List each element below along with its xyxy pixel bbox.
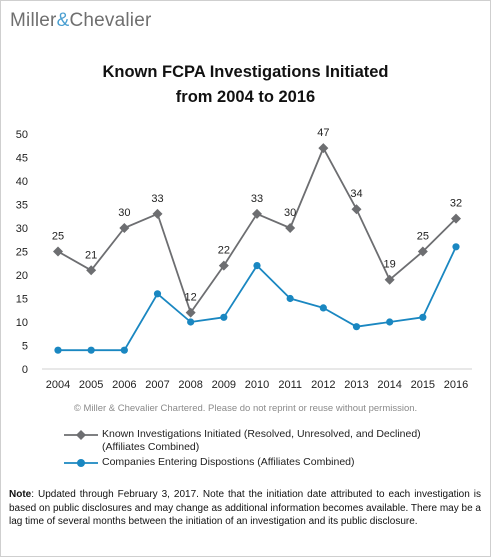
chart-title: Known FCPA Investigations Initiated from… <box>0 60 491 110</box>
data-point-circle <box>452 243 460 251</box>
data-label: 19 <box>384 259 396 271</box>
x-tick-label: 2016 <box>444 379 468 391</box>
data-point-diamond <box>152 208 163 219</box>
y-tick-label: 20 <box>16 270 28 282</box>
data-point-diamond <box>218 260 229 271</box>
x-tick-label: 2014 <box>377 379 401 391</box>
x-tick-label: 2005 <box>79 379 103 391</box>
legend-item-dispositions: Companies Entering Dispostions (Affiliat… <box>64 456 484 470</box>
x-tick-label: 2004 <box>46 379 70 391</box>
data-label: 33 <box>151 193 163 205</box>
data-label: 25 <box>417 231 429 243</box>
x-tick-label: 2009 <box>212 379 236 391</box>
data-label: 47 <box>317 127 329 139</box>
data-label: 33 <box>251 193 263 205</box>
legend-swatch-diamond <box>64 430 98 440</box>
data-point-circle <box>153 290 162 298</box>
x-tick-label: 2015 <box>411 379 435 391</box>
series-line-1 <box>57 147 457 314</box>
y-tick-label: 5 <box>22 341 28 353</box>
data-point-diamond <box>451 213 461 224</box>
x-tick-label: 2013 <box>344 379 368 391</box>
y-tick-label: 10 <box>16 317 28 329</box>
legend-item-investigations: Known Investigations Initiated (Resolved… <box>64 428 484 454</box>
y-tick-label: 35 <box>16 200 28 212</box>
data-point-diamond <box>285 223 296 233</box>
data-point-diamond <box>417 246 428 257</box>
data-point-diamond <box>185 307 196 318</box>
copyright-notice: © Miller & Chevalier Chartered. Please d… <box>73 403 418 414</box>
data-label: 32 <box>450 198 462 210</box>
x-tick-label: 2012 <box>311 379 335 391</box>
footnote-label: Note <box>9 489 32 500</box>
y-tick-label: 0 <box>22 364 28 376</box>
data-point-circle <box>419 313 427 321</box>
data-point-circle <box>87 346 95 354</box>
data-point-circle <box>319 304 327 312</box>
data-label: 34 <box>350 188 362 200</box>
data-point-circle <box>253 262 261 270</box>
y-tick-label: 50 <box>16 129 28 141</box>
y-tick-label: 25 <box>16 247 28 259</box>
y-tick-label: 40 <box>16 176 28 188</box>
legend-swatch-circle <box>64 459 98 467</box>
data-point-circle <box>54 346 62 354</box>
data-point-diamond <box>53 246 63 257</box>
data-point-circle <box>352 323 361 331</box>
data-label: 30 <box>284 207 296 219</box>
data-point-circle <box>120 346 128 354</box>
data-point-diamond <box>86 265 97 276</box>
footnote-text: : Updated through February 3, 2017. Note… <box>9 489 481 528</box>
legend-label-dispositions: Companies Entering Dispostions (Affiliat… <box>102 456 355 468</box>
data-point-diamond <box>252 208 262 219</box>
x-tick-label: 2007 <box>145 379 169 391</box>
data-label: 25 <box>52 231 64 243</box>
data-point-diamond <box>351 204 362 215</box>
chart-title-line-1: Known FCPA Investigations Initiated <box>102 63 389 81</box>
data-label: 12 <box>185 292 197 304</box>
y-tick-label: 45 <box>16 153 28 165</box>
data-label: 21 <box>85 249 97 261</box>
legend-label-investigations: Known Investigations Initiated (Resolved… <box>102 428 421 440</box>
legend-label-investigations-line-2: (Affiliates Combined) <box>102 441 200 453</box>
chart-title-line-2: from 2004 to 2016 <box>175 88 316 106</box>
data-label: 22 <box>218 245 230 257</box>
brand-logo: Miller&Chevalier <box>10 10 152 31</box>
y-tick-label: 30 <box>16 223 28 235</box>
data-point-circle <box>286 294 294 303</box>
data-point-circle <box>220 313 228 321</box>
x-tick-label: 2010 <box>245 379 269 391</box>
x-tick-label: 2008 <box>178 379 202 391</box>
chart-legend: Known Investigations Initiated (Resolved… <box>64 428 484 472</box>
data-point-diamond <box>384 274 395 285</box>
footnote: Note: Updated through February 3, 2017. … <box>9 488 481 529</box>
data-point-diamond <box>318 143 329 154</box>
data-point-diamond <box>119 223 130 233</box>
x-tick-label: 2006 <box>112 379 136 391</box>
data-point-circle <box>386 318 394 326</box>
y-tick-label: 15 <box>16 294 28 306</box>
line-chart: 0 5 10 15 20 25 30 35 40 45 50 2004 2005 2006 2007 2008… <box>16 127 472 391</box>
x-tick-label: 2011 <box>278 379 302 391</box>
data-label: 30 <box>118 207 130 219</box>
data-point-circle <box>187 318 195 326</box>
